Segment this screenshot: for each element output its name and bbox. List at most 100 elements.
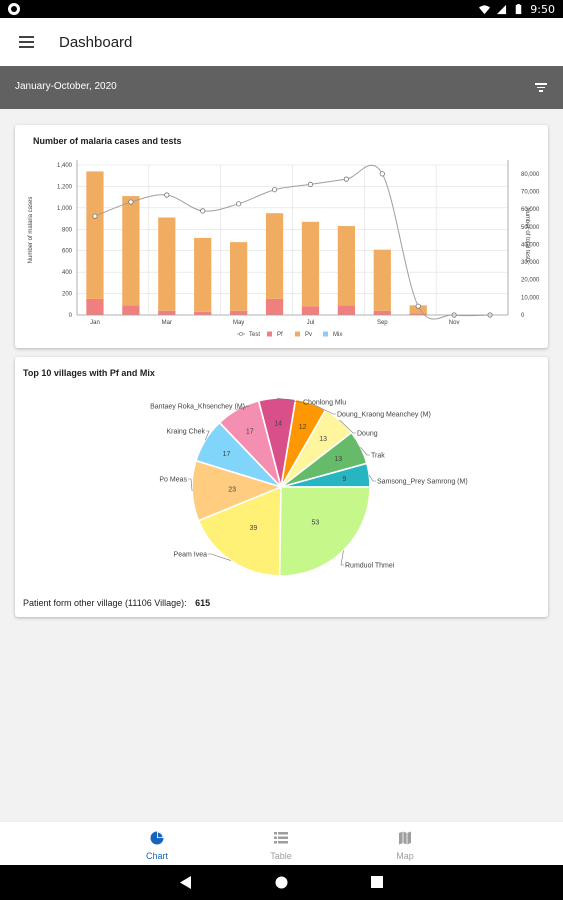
- pie-category-label: Peam Ivea: [174, 552, 208, 559]
- bar-pf: [194, 311, 212, 315]
- y-right-tick-label: 80,000: [521, 172, 540, 178]
- test-point: [236, 201, 242, 207]
- nav-chart[interactable]: Chart: [97, 822, 217, 866]
- pie-value-label: 17: [246, 429, 254, 436]
- x-tick-label: Nov: [449, 320, 460, 326]
- notification-icon: [8, 3, 20, 15]
- y-right-tick-label: 70,000: [521, 189, 540, 195]
- y-left-tick-label: 1,200: [57, 184, 73, 190]
- period-label: January-October, 2020: [15, 81, 117, 92]
- bar-pf: [373, 310, 391, 315]
- x-tick-label: Jul: [307, 320, 315, 326]
- bar-pv: [122, 196, 140, 306]
- pie-category-label: Doung: [357, 431, 378, 438]
- y-axis-left-label: Number of malaria cases: [28, 197, 34, 264]
- pie-value-label: 17: [223, 451, 231, 458]
- pie-leader-line: [360, 446, 370, 456]
- y-right-tick-label: 60,000: [521, 207, 540, 213]
- y-axis-right-label: Number of total tests: [524, 207, 530, 262]
- pie-category-label: Chonlong Mlu: [303, 400, 346, 407]
- test-point: [271, 187, 278, 193]
- filter-icon[interactable]: [535, 83, 547, 92]
- villages-pie-chart: 9 13 13 12 14 17 17 23 39 53 Samsong_Prey Samrong…: [150, 397, 468, 577]
- pie-value-label: 9: [343, 476, 347, 483]
- pie-category-label: Bantaey Roka_Khsenchey (M): [150, 404, 245, 411]
- pie-value-label: 14: [274, 420, 282, 427]
- other-village-label: Patient form other village (11106 Villag…: [23, 598, 187, 608]
- legend-swatch: [323, 331, 328, 337]
- bar-pf: [230, 310, 248, 315]
- pie-leader-line: [340, 550, 344, 566]
- pie-leader-line: [339, 419, 356, 434]
- pie-value-label: 13: [334, 456, 342, 463]
- bottom-nav: Chart Table Map: [0, 821, 563, 865]
- nav-table-label: Table: [270, 851, 292, 861]
- nav-map[interactable]: Map: [345, 822, 465, 866]
- legend-label: Pv: [305, 332, 312, 338]
- bar-pf: [409, 313, 427, 315]
- y-right-tick-label: 10,000: [521, 295, 540, 301]
- bar-pv: [301, 221, 320, 307]
- pie-leader-line: [368, 474, 376, 482]
- nav-chart-label: Chart: [145, 851, 168, 861]
- pie-value-label: 23: [228, 487, 236, 494]
- pie-leader-line: [188, 478, 193, 492]
- bar-pf: [265, 298, 284, 315]
- status-time: 9:50: [530, 2, 555, 16]
- pie-leader-line: [237, 405, 250, 410]
- map-icon: [399, 831, 411, 845]
- test-point: [379, 171, 385, 177]
- y-left-tick-label: 600: [62, 249, 73, 255]
- x-tick-label: Mar: [162, 320, 172, 326]
- battery-icon: [516, 3, 522, 14]
- nav-map-label: Map: [396, 851, 414, 861]
- bar-pv: [265, 213, 284, 299]
- villages-pie-card: Top 10 villages with Pf and Mix 9 13 13 12 1…: [15, 357, 548, 617]
- pie-category-label: Doung_Kraong Meanchey (M): [337, 412, 431, 419]
- pie-chart-icon: [150, 831, 164, 845]
- pie-category-label: Kraing Chek: [166, 429, 205, 436]
- y-left-tick-label: 400: [62, 270, 73, 276]
- status-bar: 9:50: [0, 0, 563, 18]
- x-tick-label: May: [233, 320, 244, 326]
- y-right-tick-label: 20,000: [521, 278, 540, 284]
- y-left-tick-label: 800: [62, 227, 73, 233]
- back-icon[interactable]: [180, 876, 192, 889]
- bar-pv: [409, 305, 427, 314]
- cases-tests-chart: 0 200 400 600 800 1,000 1,200 1,400 0 10,000 20,00…: [28, 160, 540, 338]
- page-title: Dashboard: [59, 34, 133, 51]
- system-nav-bar: [0, 865, 563, 900]
- pie-value-label: 39: [250, 525, 258, 532]
- bar-pf: [337, 305, 355, 315]
- y-left-tick-label: 1,400: [57, 163, 73, 169]
- legend-swatch: [295, 331, 300, 337]
- pie-category-label: Trak: [371, 453, 385, 460]
- cases-chart-card: Number of malaria cases and tests 0 200 40…: [15, 125, 548, 348]
- filter-bar: January-October, 2020: [0, 66, 563, 109]
- bar-pv: [373, 249, 391, 311]
- signal-icon: [497, 4, 507, 14]
- bar-pf: [86, 298, 104, 315]
- chart1-title: Number of malaria cases and tests: [33, 136, 182, 146]
- y-left-tick-label: 1,000: [57, 206, 73, 212]
- recents-icon[interactable]: [371, 876, 383, 888]
- test-point: [164, 192, 170, 198]
- x-tick-label: Jan: [90, 320, 100, 326]
- y-left-tick-label: 0: [69, 313, 73, 319]
- pie-slice: [278, 486, 371, 577]
- pie-leader-line: [276, 397, 302, 403]
- bar-pf: [301, 306, 320, 315]
- menu-icon[interactable]: [19, 36, 34, 48]
- bar-pv: [194, 237, 212, 312]
- bar-pf: [122, 305, 140, 315]
- pie-value-label: 53: [311, 519, 319, 526]
- legend-swatch: [267, 331, 272, 337]
- test-point: [415, 303, 421, 309]
- legend-label: Pf: [277, 332, 283, 338]
- app-bar: Dashboard: [0, 18, 563, 66]
- legend-marker-test: [239, 332, 243, 336]
- pie-value-label: 13: [319, 436, 327, 443]
- home-icon[interactable]: [275, 876, 288, 889]
- wifi-icon: [479, 4, 491, 14]
- nav-table[interactable]: Table: [221, 822, 341, 866]
